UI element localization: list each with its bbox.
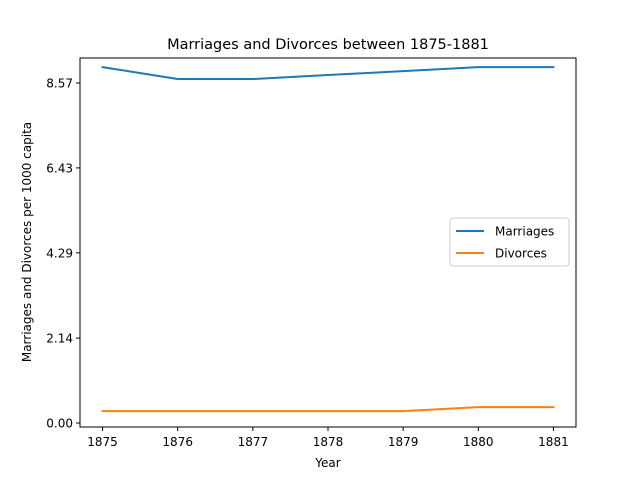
series-line-divorces	[101, 406, 555, 413]
x-tick-label: 1879	[388, 435, 419, 449]
legend-label-marriages: Marriages	[495, 225, 554, 239]
y-tick-label: 2.14	[46, 332, 73, 346]
x-tick-label: 1880	[463, 435, 494, 449]
series-line-marriages	[101, 65, 555, 81]
legend-label-divorces: Divorces	[495, 247, 547, 261]
x-tick-label: 1881	[538, 435, 569, 449]
y-axis-label: Marriages and Divorces per 1000 capita	[20, 122, 34, 362]
x-tick-label: 1876	[162, 435, 193, 449]
legend: Marriages Divorces	[449, 217, 570, 267]
y-tick-label: 8.57	[46, 76, 73, 90]
x-axis-label: Year	[314, 456, 340, 470]
x-tick-label: 1875	[87, 435, 118, 449]
y-axis: 0.00 2.14 4.29 6.43 8.57	[46, 76, 80, 431]
y-tick-label: 4.29	[46, 246, 73, 260]
y-tick-label: 0.00	[46, 417, 73, 431]
chart-title: Marriages and Divorces between 1875-1881	[167, 37, 489, 53]
y-tick-label: 6.43	[46, 161, 73, 175]
x-tick-label: 1878	[313, 435, 344, 449]
x-tick-label: 1877	[238, 435, 269, 449]
series-lines	[101, 65, 555, 413]
x-axis: 1875 1876 1877 1878 1879 1880 1881	[87, 427, 569, 449]
